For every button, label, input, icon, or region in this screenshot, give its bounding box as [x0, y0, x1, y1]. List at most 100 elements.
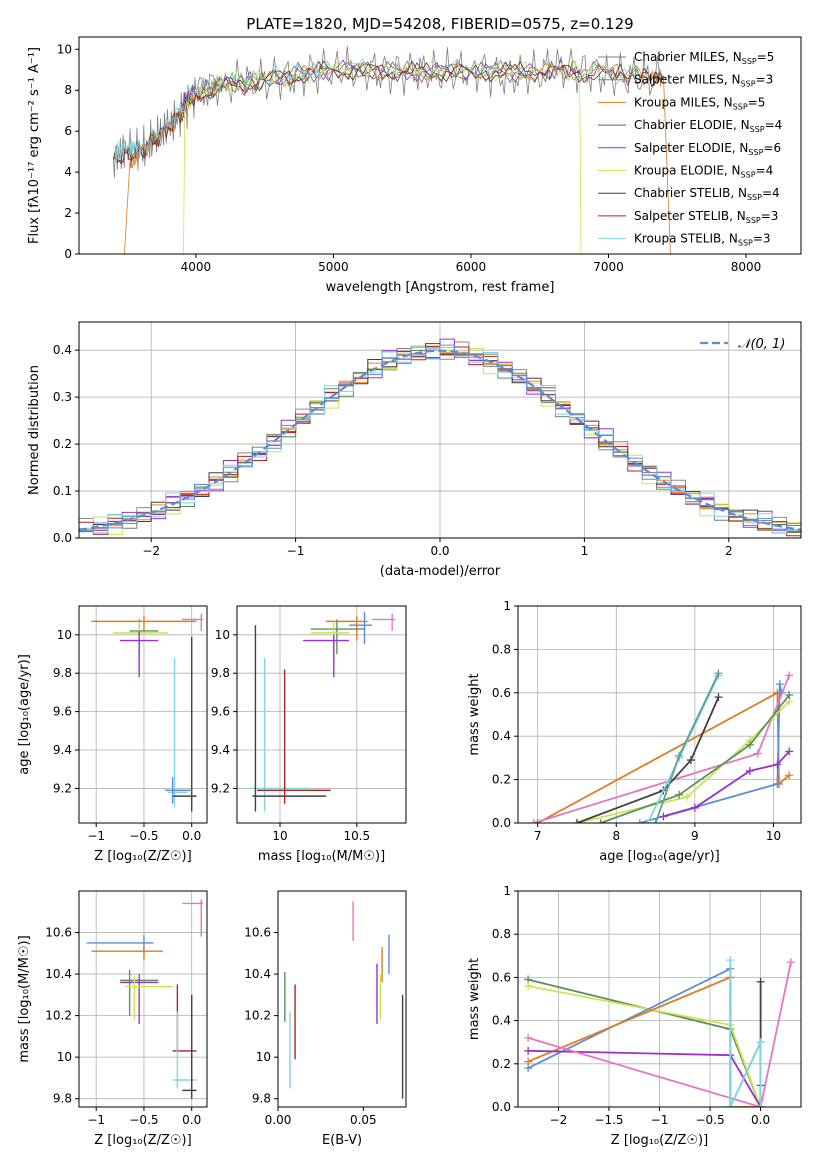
x-tick-label: −0.5 — [129, 1113, 158, 1127]
y-tick-label: 0.4 — [492, 1014, 511, 1028]
errorbar-point — [91, 947, 164, 960]
axes-frame — [517, 605, 802, 824]
x-tick-label: 8 — [612, 829, 620, 843]
weight-marker — [773, 779, 782, 788]
weight-marker — [745, 740, 754, 749]
axes-frame — [78, 890, 208, 1108]
y-tick-label: 9.2 — [211, 781, 230, 795]
x-axis-label: (data-model)/error — [380, 564, 501, 579]
weight-marker — [659, 812, 668, 821]
x-tick-label: 5000 — [318, 260, 349, 274]
panel-residuals: 𝒩(0, 1) −2 −1 0.0 1 2 0.0 0.1 0.2 0.3 0.4 (data-mod… — [27, 321, 802, 579]
y-tick-label: 0.0 — [492, 1100, 511, 1114]
x-tick-label: 10 — [766, 829, 781, 843]
weight-series-line — [639, 683, 783, 823]
weight-series-line — [527, 962, 792, 1107]
x-tick-label: 9 — [691, 829, 699, 843]
weight-marker — [785, 671, 794, 680]
y-tick-label: 0.8 — [492, 642, 511, 656]
y-tick-label: 9.4 — [53, 743, 72, 757]
axes-frame — [236, 605, 407, 824]
weight-marker — [756, 977, 765, 986]
legend-label: Kroupa ELODIE, NSSP=4 — [634, 164, 773, 180]
errorbar-point — [326, 615, 368, 641]
weight-marker — [785, 747, 794, 756]
x-tick-label: 0.0 — [751, 1113, 770, 1127]
x-tick-label: 7 — [534, 829, 542, 843]
legend-label: Chabrier STELIB, NSSP=4 — [634, 186, 780, 202]
legend-label: Salpeter ELODIE, NSSP=6 — [634, 141, 781, 157]
plot-area-age-vs-mass — [249, 611, 396, 812]
x-tick-label: 0.0 — [182, 1113, 201, 1127]
weight-marker — [756, 1103, 765, 1107]
weight-series-line — [527, 978, 762, 1107]
y-tick-label: 0.4 — [53, 343, 72, 357]
weight-marker — [524, 1033, 533, 1042]
x-tick-label: 10 — [272, 829, 287, 843]
panel-cum-weight-age: 7 8 9 10 0.0 0.2 0.4 0.6 0.8 1 age [log₁₀(age/yr)]… — [467, 599, 802, 864]
y-tick-label: 1 — [503, 884, 511, 898]
x-tick-label: 6000 — [456, 260, 487, 274]
weight-marker — [643, 819, 652, 823]
x-tick-label: 10.5 — [343, 829, 370, 843]
weight-marker — [775, 680, 784, 689]
weight-marker — [714, 669, 723, 678]
weight-marker — [529, 819, 538, 823]
weight-marker — [745, 766, 754, 775]
x-axis-label: wavelength [Angstrom, rest frame] — [326, 280, 555, 295]
weight-series-line — [527, 976, 761, 1107]
spectrum-series-line — [113, 60, 664, 166]
x-tick-label: −1 — [287, 544, 305, 558]
legend-label: Kroupa STELIB, NSSP=3 — [634, 232, 771, 248]
weight-marker — [773, 760, 782, 769]
spectrum-series-line — [183, 58, 582, 254]
errorbar-point — [91, 615, 197, 631]
axes-frame — [277, 890, 407, 1108]
y-tick-label: 9.6 — [211, 705, 230, 719]
legend-label: Salpeter MILES, NSSP=3 — [634, 73, 773, 89]
errorbar-point — [182, 899, 204, 937]
x-tick-label: 0.0 — [182, 829, 201, 843]
panel-age-vs-mass: 10 10.5 9.2 9.4 9.6 9.8 10 mass [log₁₀(M/M☉)] — [211, 605, 407, 864]
weight-series-line — [527, 967, 762, 1107]
y-tick-label: 9.4 — [211, 743, 230, 757]
errorbar-point — [167, 657, 187, 808]
y-tick-label: 6 — [64, 124, 72, 138]
weight-marker — [651, 819, 660, 823]
panel-spectrum: Chabrier MILES, NSSP=5 Salpeter MILES, NS… — [27, 36, 802, 295]
y-tick-label: 0.2 — [492, 773, 511, 787]
errorbar-point — [310, 621, 350, 664]
x-axis-label: Z [log₁₀(Z/Z☉)] — [611, 1133, 708, 1148]
x-tick-label: 0.05 — [350, 1113, 377, 1127]
y-axis-label: age [log₁₀(age/yr)] — [17, 654, 32, 775]
figure-title: PLATE=1820, MJD=54208, FIBERID=0575, z=0… — [246, 15, 633, 33]
weight-marker — [726, 956, 735, 965]
y-tick-label: 9.6 — [53, 705, 72, 719]
y-tick-label: 0.2 — [53, 437, 72, 451]
weight-series-line — [600, 694, 790, 823]
weight-marker — [675, 790, 684, 799]
x-tick-label: −2 — [550, 1113, 568, 1127]
legend-label: Chabrier ELODIE, NSSP=4 — [634, 118, 782, 134]
spectrum-series-line — [113, 58, 664, 162]
plot-area-age-vs-Z — [91, 613, 204, 812]
y-tick-label: 9.8 — [252, 1092, 271, 1106]
y-tick-label: 10.2 — [45, 1009, 72, 1023]
y-tick-label: 10 — [57, 628, 72, 642]
x-tick-label: 8000 — [731, 260, 762, 274]
y-tick-label: 9.8 — [211, 666, 230, 680]
x-tick-label: −1.5 — [594, 1113, 623, 1127]
normal-curve — [79, 349, 801, 531]
axes-frame — [78, 605, 208, 824]
panel-mass-vs-EBV: 0.00 0.05 9.8 10 10.2 10.4 10.6 E(B-V) — [244, 890, 407, 1148]
x-axis-label: mass [log₁₀(M/M☉)] — [258, 849, 385, 864]
y-tick-label: 4 — [64, 165, 72, 179]
errorbar-point — [256, 669, 331, 804]
weight-marker — [596, 819, 605, 823]
y-tick-label: 10.4 — [244, 967, 271, 981]
weight-marker — [675, 751, 684, 760]
residual-histogram-step — [79, 343, 801, 533]
legend-label: Kroupa MILES, NSSP=5 — [634, 95, 765, 111]
panel-mass-vs-Z: −1 −0.5 0.0 9.8 10 10.2 10.4 10.6 Z [log₁₀(Z/Z☉)… — [17, 890, 208, 1148]
errorbar-point — [164, 776, 192, 804]
